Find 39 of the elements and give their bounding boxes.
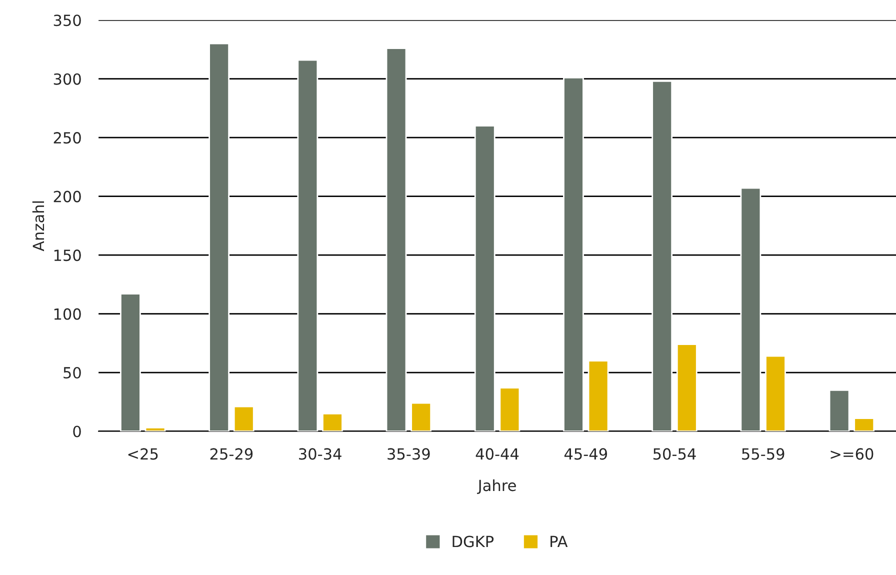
bar xyxy=(652,80,673,432)
x-tick-label: 40-44 xyxy=(476,448,519,460)
x-axis-title: Jahre xyxy=(477,479,516,494)
x-tick-label: 55-59 xyxy=(742,448,784,460)
bar xyxy=(410,402,432,432)
y-tick-label: 300 xyxy=(54,73,81,85)
bar xyxy=(499,387,520,432)
y-tick-label: 150 xyxy=(54,250,81,262)
bar xyxy=(233,406,254,432)
bar xyxy=(828,389,850,432)
x-tick-label: 45-49 xyxy=(564,448,608,460)
bar xyxy=(676,344,698,432)
y-tick-label: 0 xyxy=(73,426,81,438)
y-tick-label: 350 xyxy=(54,14,81,26)
bar xyxy=(854,418,875,432)
x-tick-label: 35-39 xyxy=(388,448,430,460)
bar xyxy=(474,125,496,432)
x-tick-label: 30-34 xyxy=(299,448,342,460)
bar xyxy=(208,42,230,432)
y-tick-label: 250 xyxy=(54,132,81,144)
bar xyxy=(765,355,786,432)
bar xyxy=(120,293,141,432)
bar xyxy=(297,59,318,432)
x-tick-label: 25-29 xyxy=(210,448,253,460)
bar xyxy=(588,360,609,432)
x-tick-label: 50-54 xyxy=(653,448,696,460)
y-tick-label: 100 xyxy=(54,308,81,320)
y-axis-title: Anzahl xyxy=(32,201,44,252)
bar xyxy=(144,427,166,432)
bar xyxy=(322,412,343,432)
x-tick-label: <25 xyxy=(128,448,158,460)
bar xyxy=(386,48,407,432)
y-tick-label: 200 xyxy=(54,190,81,202)
x-tick-label: >=60 xyxy=(830,448,874,460)
y-tick-label: 50 xyxy=(64,366,81,379)
legend-label: DGKP xyxy=(452,536,494,548)
legend-label: PA xyxy=(550,536,568,548)
bar xyxy=(563,76,584,432)
bar xyxy=(740,187,762,432)
